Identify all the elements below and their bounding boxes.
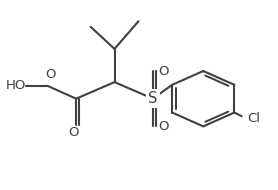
Text: S: S — [148, 91, 158, 106]
Text: O: O — [46, 68, 56, 81]
Text: O: O — [158, 120, 169, 133]
Text: O: O — [158, 65, 169, 78]
Text: O: O — [68, 126, 79, 139]
Text: Cl: Cl — [248, 112, 260, 125]
Text: HO: HO — [5, 79, 26, 92]
